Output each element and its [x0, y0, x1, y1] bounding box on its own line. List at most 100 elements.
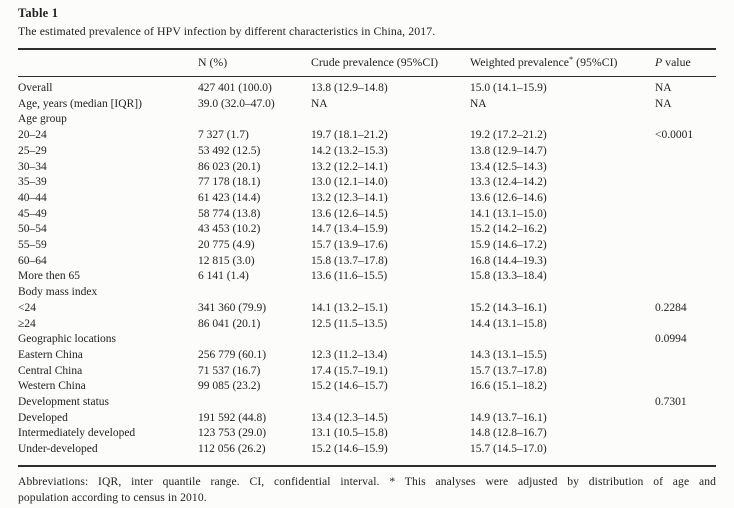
weighted-prevalence-cell: 14.3 (13.1–15.5) — [470, 348, 547, 361]
p-value-cell — [655, 207, 716, 223]
n-cell — [198, 332, 311, 348]
asterisk-marker: * — [568, 54, 574, 64]
p-value-cell — [655, 269, 716, 285]
crude-prevalence-cell: 13.1 (10.5–15.8) — [311, 427, 388, 440]
crude-prevalence-cell: 15.7 (13.9–17.6) — [311, 239, 388, 252]
table-row: Eastern China 256 779 (60.1) 12.3 (11.2–13… — [18, 348, 716, 364]
row-label-cell: Developed — [18, 411, 68, 424]
row-label-cell: 35–39 — [18, 176, 47, 189]
row-label-cell: Age group — [18, 113, 67, 126]
footnote-line-2: population according to census in 2010. — [18, 491, 207, 505]
row-label-cell: Overall — [18, 82, 53, 94]
table-caption: The estimated prevalence of HPV infectio… — [18, 24, 436, 38]
table-row: 60–64 12 815 (3.0) 15.8 (13.7–17.8) 16.8 (1… — [18, 254, 716, 270]
row-label-cell: More then 65 — [18, 270, 80, 283]
p-value-cell — [655, 317, 716, 333]
p-value-cell: 0.0994 — [655, 333, 687, 346]
crude-prevalence-cell: 12.5 (11.5–13.5) — [311, 317, 388, 330]
weighted-prevalence-cell: 13.8 (12.9–14.7) — [470, 144, 547, 157]
row-label-cell: Body mass index — [18, 286, 98, 299]
table-row: 50–54 43 453 (10.2) 14.7 (13.4–15.9) 15.2 (… — [18, 222, 716, 238]
crude-prevalence-cell: 15.8 (13.7–17.8) — [311, 254, 388, 267]
n-cell — [198, 112, 311, 128]
weighted-prevalence-cell: 16.8 (14.4–19.3) — [470, 254, 547, 267]
p-value-cell — [655, 144, 716, 160]
n-cell: 341 360 (79.9) — [198, 301, 267, 314]
p-value-cell — [655, 238, 716, 254]
section-row: Development status 0.7301 — [18, 395, 716, 411]
weighted-prevalence-cell — [470, 285, 655, 301]
p-value-cell: NA — [655, 82, 672, 94]
row-label-cell: Geographic locations — [18, 333, 117, 346]
p-value-cell — [655, 348, 716, 364]
p-value-italic-p: P — [655, 55, 663, 69]
p-value-cell — [655, 254, 716, 270]
table-title: Table 1 — [18, 6, 59, 20]
n-cell: 71 537 (16.7) — [198, 364, 261, 377]
crude-prevalence-cell: 13.8 (12.9–14.8) — [311, 82, 388, 94]
row-label-cell: 40–44 — [18, 191, 47, 204]
row-label-cell: ≥24 — [18, 317, 36, 330]
table-row: Central China 71 537 (16.7) 17.4 (15.7–19.… — [18, 364, 716, 380]
n-cell: 86 023 (20.1) — [198, 160, 261, 173]
weighted-prevalence-cell — [470, 395, 655, 411]
p-value-cell — [655, 191, 716, 207]
crude-prevalence-cell: 14.7 (13.4–15.9) — [311, 223, 388, 236]
weighted-prevalence-cell: 15.2 (14.2–16.2) — [470, 223, 547, 236]
weighted-prevalence-cell: 19.2 (17.2–21.2) — [470, 129, 547, 142]
crude-prevalence-cell: 14.1 (13.2–15.1) — [311, 301, 388, 314]
crude-prevalence-cell — [311, 285, 470, 301]
table-row: Under-developed 112 056 (26.2) 15.2 (14.6–… — [18, 442, 716, 466]
weighted-prevalence-cell — [470, 332, 655, 348]
table-row: 20–24 7 327 (1.7) 19.7 (18.1–21.2) 19.2 (17… — [18, 128, 716, 144]
crude-prevalence-cell: 15.2 (14.6–15.9) — [311, 443, 388, 456]
table-row: 25–29 53 492 (12.5) 14.2 (13.2–15.3) 13.8 (… — [18, 144, 716, 160]
weighted-prevalence-cell: NA — [470, 97, 487, 110]
table-row: Overall 427 401 (100.0) 13.8 (12.9–14.8) 15… — [18, 77, 716, 97]
col-header-weighted-prevalence: Weighted prevalence* (95%CI) — [470, 48, 655, 77]
n-cell: 53 492 (12.5) — [198, 144, 261, 157]
weighted-prevalence-cell: 15.9 (14.6–17.2) — [470, 239, 547, 252]
n-cell: 123 753 (29.0) — [198, 427, 267, 440]
row-label-cell: 60–64 — [18, 254, 47, 267]
n-cell: 427 401 (100.0) — [198, 82, 272, 94]
weighted-prevalence-cell: 15.7 (14.5–17.0) — [470, 443, 547, 456]
p-value-cell — [655, 160, 716, 176]
table-row: <24 341 360 (79.9) 14.1 (13.2–15.1) 15.2 (1… — [18, 301, 716, 317]
n-cell: 86 041 (20.1) — [198, 317, 261, 330]
p-value-cell — [655, 175, 716, 191]
p-value-cell — [655, 222, 716, 238]
p-value-cell: 0.2284 — [655, 301, 687, 314]
table-body: Overall 427 401 (100.0) 13.8 (12.9–14.8) 15… — [18, 77, 716, 466]
p-value-cell — [655, 442, 716, 466]
col-header-p-value: P value — [655, 48, 716, 77]
p-value-cell: 0.7301 — [655, 396, 687, 409]
n-cell: 6 141 (1.4) — [198, 270, 249, 283]
n-cell: 77 178 (18.1) — [198, 176, 261, 189]
p-value-cell — [655, 112, 716, 128]
crude-prevalence-cell: 13.2 (12.3–14.1) — [311, 191, 388, 204]
n-cell: 39.0 (32.0–47.0) — [198, 97, 275, 110]
weighted-prevalence-cell: 15.2 (14.3–16.1) — [470, 301, 547, 314]
row-label-cell: Development status — [18, 396, 110, 409]
table-footnote: Abbreviations: IQR, inter quantile range… — [18, 474, 716, 507]
row-label-cell: 45–49 — [18, 207, 47, 220]
weighted-prevalence-cell: 14.1 (13.1–15.0) — [470, 207, 547, 220]
row-label-cell: 30–34 — [18, 160, 47, 173]
table-row: 40–44 61 423 (14.4) 13.2 (12.3–14.1) 13.6 (… — [18, 191, 716, 207]
weighted-header-ci: (95%CI) — [573, 55, 618, 69]
table-row: Intermediately developed 123 753 (29.0) 13… — [18, 426, 716, 442]
crude-prevalence-cell: 13.2 (12.2–14.1) — [311, 160, 388, 173]
weighted-header-text: Weighted prevalence — [470, 55, 569, 69]
weighted-prevalence-cell: 13.6 (12.6–14.6) — [470, 191, 547, 204]
crude-prevalence-cell — [311, 395, 470, 411]
crude-prevalence-cell: 12.3 (11.2–13.4) — [311, 348, 388, 361]
n-cell — [198, 285, 311, 301]
weighted-prevalence-cell: 14.8 (12.8–16.7) — [470, 427, 547, 440]
table-row: ≥24 86 041 (20.1) 12.5 (11.5–13.5) 14.4 (13… — [18, 317, 716, 333]
row-label-cell: <24 — [18, 301, 36, 314]
crude-prevalence-cell: 13.0 (12.1–14.0) — [311, 176, 388, 189]
prevalence-table: N (%) Crude prevalence (95%CI) Weighted … — [18, 48, 716, 467]
table-row: Age, years (median [IQR]) 39.0 (32.0–47.0… — [18, 97, 716, 113]
